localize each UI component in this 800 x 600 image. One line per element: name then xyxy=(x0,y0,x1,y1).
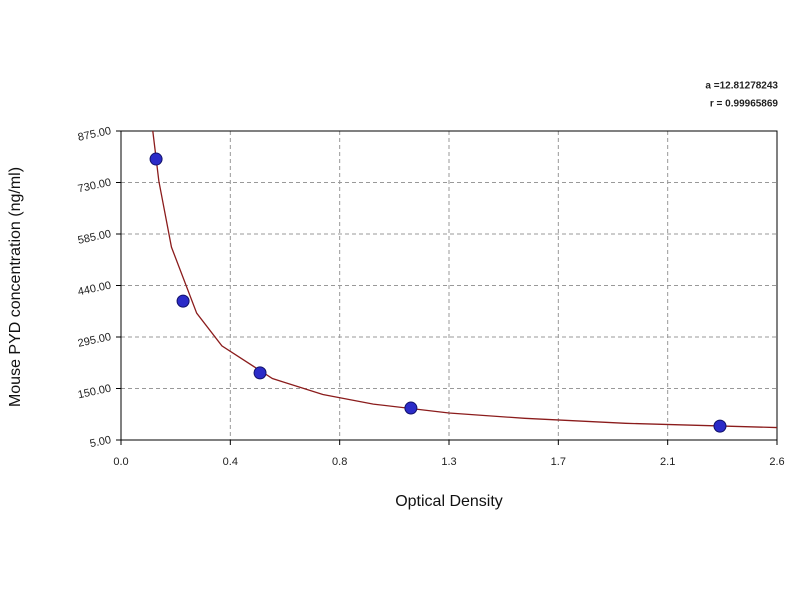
data-point xyxy=(149,152,163,166)
plot-frame xyxy=(120,130,778,441)
data-point xyxy=(404,401,418,415)
data-point xyxy=(176,294,190,308)
fit-curve xyxy=(152,130,778,429)
x-tick-label: 1.3 xyxy=(441,456,456,468)
x-tick-label: 2.1 xyxy=(660,456,675,468)
y-axis-title: Mouse PYD concentration (ng/ml) xyxy=(7,167,24,407)
data-point xyxy=(713,419,727,433)
x-tick-label: 2.6 xyxy=(769,456,784,468)
x-tick-label: 0.0 xyxy=(113,456,128,468)
x-tick-label: 1.7 xyxy=(551,456,566,468)
y-tick-label: 5.00 xyxy=(89,434,112,450)
x-tick-label: 0.8 xyxy=(332,456,347,468)
x-tick-label: 0.4 xyxy=(223,456,238,468)
annotation: r = 0.99965869 xyxy=(710,99,779,110)
data-point xyxy=(253,366,267,380)
annotation: a =12.81278243 xyxy=(705,81,778,92)
x-axis-title: Optical Density xyxy=(395,493,503,510)
